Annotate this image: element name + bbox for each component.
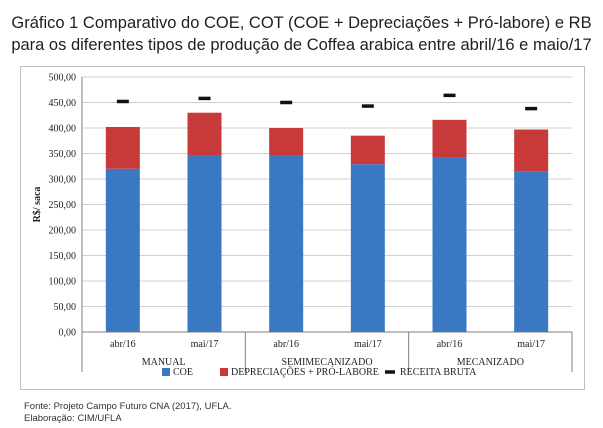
legend-label-coe: COE (173, 367, 193, 378)
bar-coe (269, 155, 304, 332)
bar-depreciacoes (432, 119, 467, 158)
legend-label-receita-bruta: RECEITA BRUTA (400, 367, 477, 378)
x-tick-label: mai/17 (191, 339, 219, 350)
footer-source: Fonte: Projeto Campo Futuro CNA (2017), … (24, 401, 232, 412)
chart-title-line-1: Gráfico 1 Comparativo do COE, COT (COE +… (11, 14, 592, 32)
bar-coe (350, 164, 385, 332)
y-tick-label: 500,00 (49, 73, 77, 84)
x-group-label: MANUAL (142, 357, 186, 368)
x-tick-label: mai/17 (517, 339, 545, 350)
bar-depreciacoes (105, 126, 140, 169)
chart-area: 0,00 50,00 100,00 150,00 200,00 250,00 300,00 3… (20, 66, 585, 390)
y-tick-label: 200,00 (49, 226, 77, 237)
x-group-label: MECANIZADO (457, 357, 524, 368)
y-tick-label: 250,00 (49, 200, 77, 211)
bar-depreciacoes (350, 135, 385, 165)
legend-label-depreciacoes: DEPRECIAÇÕES + PRÓ-LABORE (231, 366, 379, 378)
y-tick-label: 300,00 (49, 175, 77, 186)
y-tick-label: 450,00 (49, 98, 77, 109)
stacked-bar-chart: 0,00 50,00 100,00 150,00 200,00 250,00 300,00 3… (32, 73, 573, 378)
x-tick-label: abr/16 (110, 339, 136, 350)
bar-coe (432, 157, 467, 332)
y-axis-label: R$/ saca (32, 187, 43, 223)
y-tick-label: 150,00 (49, 251, 77, 262)
x-tick-label: mai/17 (354, 339, 382, 350)
bar-depreciacoes (187, 112, 222, 156)
legend-swatch-depreciacoes (220, 368, 228, 376)
y-tick-label: 100,00 (49, 277, 77, 288)
footer-elaboration: Elaboração: CIM/UFLA (24, 413, 122, 424)
x-tick-label: abr/16 (273, 339, 299, 350)
x-tick-label: abr/16 (437, 339, 463, 350)
x-group-label: SEMIMECANIZADO (281, 357, 372, 368)
y-tick-label: 0,00 (59, 328, 77, 339)
y-tick-label: 50,00 (54, 302, 77, 313)
chart-title-line-2: para os diferentes tipos de produção de … (11, 36, 592, 54)
bar-depreciacoes (269, 128, 304, 156)
bar-coe (514, 171, 549, 332)
legend-swatch-coe (162, 368, 170, 376)
bar-coe (105, 168, 140, 332)
y-tick-label: 350,00 (49, 149, 77, 160)
bar-depreciacoes (514, 129, 549, 172)
bar-coe (187, 155, 222, 332)
y-tick-label: 400,00 (49, 124, 77, 135)
